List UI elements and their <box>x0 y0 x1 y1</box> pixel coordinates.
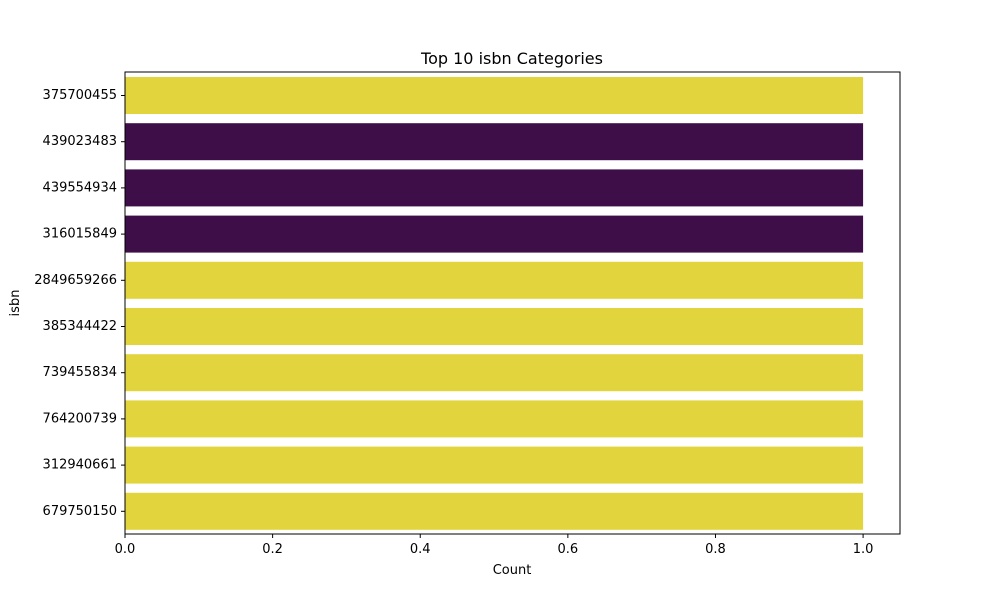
bar-385344422 <box>125 308 864 345</box>
y-tick-label: 739455834 <box>43 365 117 380</box>
plot-frame <box>124 71 901 535</box>
bar-739455834 <box>125 354 864 392</box>
x-tick-label: 0.8 <box>705 542 726 557</box>
y-axis-title: isbn <box>8 290 23 317</box>
bar-312940661 <box>125 446 864 484</box>
x-tick-label: 1.0 <box>853 542 874 557</box>
bar-439554934 <box>125 169 864 207</box>
bar-2849659266 <box>125 261 864 299</box>
x-tick-label: 0.2 <box>262 542 283 557</box>
x-tick-label: 0.4 <box>410 542 431 557</box>
y-tick-label: 679750150 <box>43 504 117 519</box>
y-tick-label: 439023483 <box>43 134 117 149</box>
bar-764200739 <box>125 400 864 438</box>
y-axis: 375700455 439023483 439554934 316015849 2849… <box>34 88 125 519</box>
x-tick-label: 0.6 <box>558 542 579 557</box>
y-tick-label: 375700455 <box>43 88 117 103</box>
y-tick-label: 316015849 <box>43 227 117 242</box>
x-axis-title: Count <box>493 563 532 578</box>
y-tick-label: 312940661 <box>43 458 117 473</box>
chart-title: Top 10 isbn Categories <box>420 49 603 68</box>
bar-439023483 <box>125 123 864 161</box>
x-tick-label: 0.0 <box>115 542 136 557</box>
bar-375700455 <box>125 77 864 114</box>
y-tick-label: 764200739 <box>43 411 117 426</box>
x-axis: 0.0 0.2 0.4 0.6 0.8 1.0 <box>115 534 874 557</box>
y-tick-label: 385344422 <box>43 319 117 334</box>
y-tick-label: 439554934 <box>43 180 117 195</box>
bar-316015849 <box>125 215 864 253</box>
bar-679750150 <box>125 492 864 530</box>
bars <box>125 77 864 530</box>
y-tick-label: 2849659266 <box>34 273 117 288</box>
